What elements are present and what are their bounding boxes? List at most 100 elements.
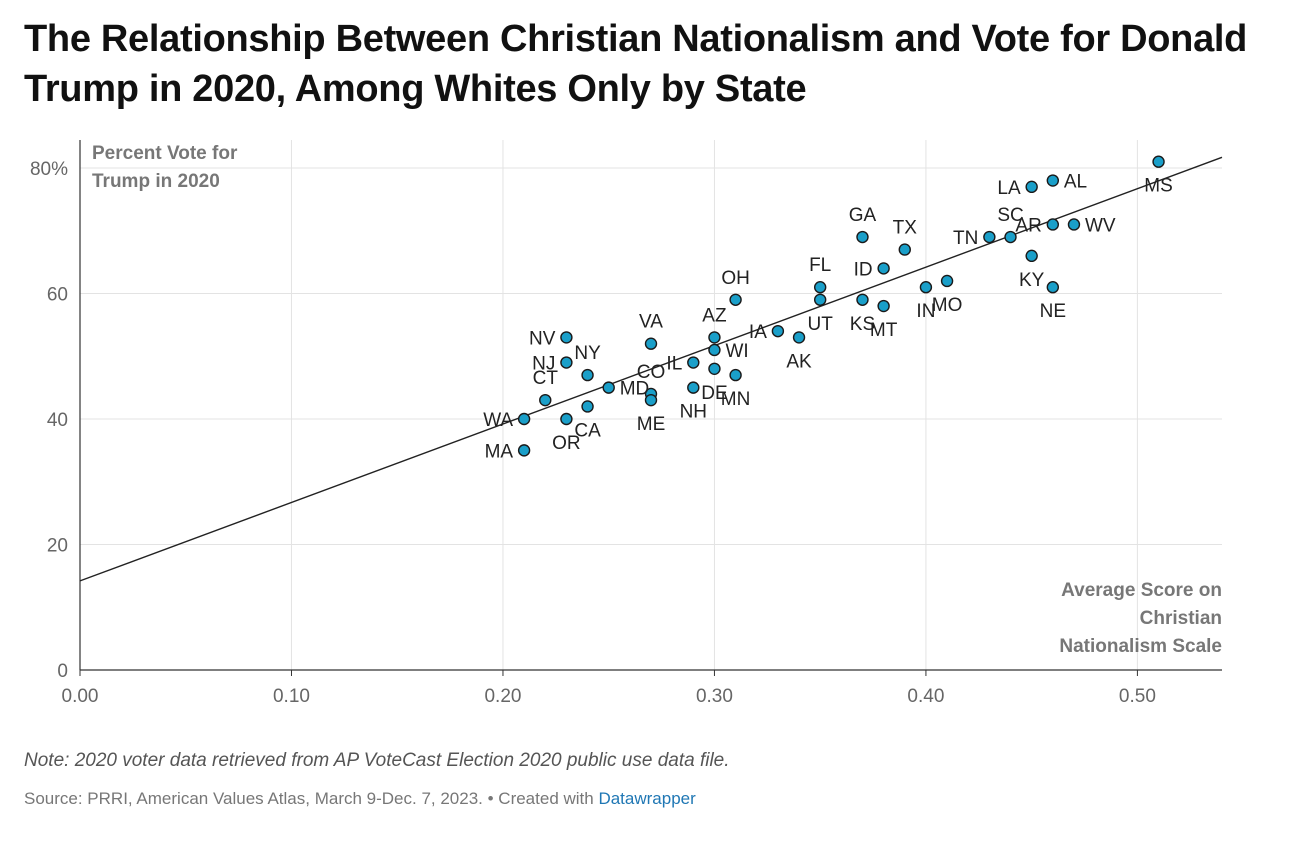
y-tick-label: 80% [30, 159, 68, 180]
point-label-ia: IA [749, 322, 767, 343]
trendline-group [79, 156, 1223, 582]
source-text: Source: PRRI, American Values Atlas, Mar… [24, 789, 599, 808]
point-label-il: IL [666, 354, 682, 375]
point-sc [1004, 230, 1017, 244]
x-tick-label: 0.50 [1119, 686, 1156, 707]
point-label-mo: MO [932, 295, 963, 316]
point-fl [813, 281, 827, 294]
point-ga [856, 230, 869, 244]
point-label-mn: MN [721, 389, 751, 410]
point-label-fl: FL [809, 255, 831, 276]
y-axis-title: Percent Vote for [92, 143, 238, 164]
point-ks [856, 293, 869, 306]
x-tick-label: 0.10 [273, 686, 310, 707]
chart-note: Note: 2020 voter data retrieved from AP … [24, 750, 730, 771]
point-label-la: LA [997, 178, 1021, 199]
x-axis-title: Christian [1140, 608, 1222, 629]
point-label-ny: NY [574, 343, 601, 364]
point-label-nv: NV [529, 328, 556, 349]
chart-title: The Relationship Between Christian Natio… [24, 18, 1248, 110]
point-ia [771, 324, 785, 338]
point-md [602, 381, 615, 394]
point-ms [1152, 155, 1165, 168]
point-label-ne: NE [1040, 301, 1066, 322]
point-label-ca: CA [574, 420, 601, 441]
point-ma [517, 444, 531, 457]
point-label-nh: NH [680, 402, 707, 423]
point-label-nj: NJ [532, 354, 555, 375]
point-ne [1046, 281, 1060, 294]
point-wa [517, 412, 531, 426]
point-id [877, 262, 890, 275]
point-label-or: OR [552, 433, 581, 454]
point-label-tx: TX [893, 218, 918, 239]
x-tick-label: 0.30 [696, 686, 733, 707]
scatter-chart: 0 20 40 60 80% 0.00 0.10 0.20 0.30 0.40 0.50 MS AL L… [30, 140, 1223, 707]
point-label-wa: WA [483, 410, 513, 431]
gridlines [80, 140, 1222, 670]
point-label-in: IN [916, 301, 935, 322]
point-label-md: MD [620, 379, 650, 400]
trendline [79, 156, 1223, 582]
point-il [687, 356, 700, 369]
x-axis-title: Average Score on [1061, 580, 1222, 601]
point-label-al: AL [1064, 172, 1087, 193]
point-label-ak: AK [786, 351, 812, 372]
y-tick-label: 0 [57, 661, 68, 682]
point-label-az: AZ [702, 305, 727, 326]
axes: 0 20 40 60 80% 0.00 0.10 0.20 0.30 0.40 0.50 [30, 140, 1222, 707]
chart-source: Source: PRRI, American Values Atlas, Mar… [24, 789, 696, 809]
x-tick-label: 0.00 [62, 686, 99, 707]
point-ak [792, 331, 806, 344]
point-label-co: CO [637, 362, 666, 383]
point-la [1025, 180, 1038, 194]
point-wi [708, 343, 721, 357]
point-mn [729, 368, 742, 382]
y-axis-title: Trump in 2020 [92, 171, 220, 192]
y-tick-label: 40 [47, 410, 68, 431]
point-label-oh: OH [721, 268, 750, 289]
point-ky [1025, 249, 1038, 263]
point-label-wv: WV [1085, 215, 1116, 236]
point-ca [581, 400, 594, 413]
point-label-ut: UT [808, 314, 834, 335]
point-label-tn: TN [953, 228, 978, 249]
point-label-ms: MS [1144, 176, 1173, 197]
point-label-ar: AR [1015, 215, 1041, 236]
x-tick-label: 0.20 [484, 686, 521, 707]
datawrapper-link[interactable]: Datawrapper [598, 789, 696, 808]
point-label-wi: WI [725, 341, 748, 362]
point-label-ma: MA [485, 441, 514, 462]
point-tn [983, 230, 996, 244]
point-mo [940, 274, 954, 288]
point-ny [581, 368, 594, 382]
point-tx [898, 243, 911, 256]
point-me [644, 393, 658, 407]
point-label-sc: SC [997, 205, 1023, 226]
y-tick-label: 20 [47, 536, 68, 557]
point-nj [560, 356, 573, 369]
point-label-id: ID [854, 259, 873, 280]
point-label-ga: GA [849, 205, 877, 226]
point-label-ks: KS [850, 314, 875, 335]
y-tick-label: 60 [47, 285, 68, 306]
point-ut [813, 293, 827, 306]
point-label-ky: KY [1019, 270, 1045, 291]
data-points [517, 155, 1165, 457]
point-label-de: DE [701, 383, 727, 404]
point-label-mt: MT [870, 320, 898, 341]
point-in [919, 281, 933, 294]
axis-titles: Percent Vote for Trump in 2020 Average Sco… [92, 143, 1222, 657]
x-tick-label: 0.40 [907, 686, 944, 707]
point-al [1046, 174, 1060, 187]
point-wv [1067, 218, 1081, 231]
point-label-ct: CT [533, 368, 559, 389]
point-va [644, 337, 658, 350]
point-az [708, 331, 721, 344]
point-or [560, 412, 573, 426]
point-label-va: VA [639, 312, 663, 333]
point-mt [877, 299, 890, 313]
point-ar [1046, 218, 1060, 231]
point-nv [560, 331, 573, 344]
